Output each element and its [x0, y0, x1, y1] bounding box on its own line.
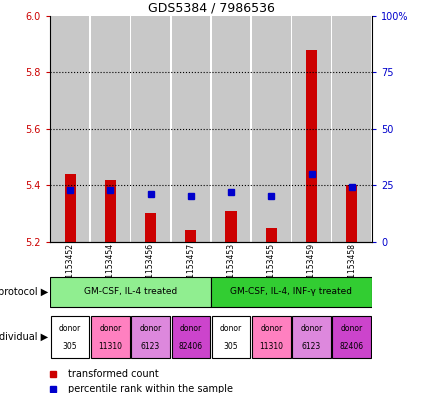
- Text: GM-CSF, IL-4, INF-γ treated: GM-CSF, IL-4, INF-γ treated: [230, 287, 352, 296]
- Text: 11310: 11310: [259, 342, 283, 351]
- Bar: [211, 16, 250, 242]
- Bar: [64, 174, 76, 242]
- Text: GM-CSF, IL-4 treated: GM-CSF, IL-4 treated: [84, 287, 177, 296]
- Bar: [50, 277, 210, 307]
- Text: donor: donor: [260, 324, 282, 333]
- Text: donor: donor: [340, 324, 362, 333]
- Bar: [251, 16, 290, 242]
- Bar: [105, 180, 116, 242]
- Title: GDS5384 / 7986536: GDS5384 / 7986536: [147, 2, 274, 15]
- Text: individual ▶: individual ▶: [0, 332, 48, 342]
- Text: transformed count: transformed count: [68, 369, 158, 379]
- Text: 82406: 82406: [339, 342, 363, 351]
- Bar: [210, 277, 371, 307]
- Text: donor: donor: [220, 324, 242, 333]
- Text: donor: donor: [59, 324, 81, 333]
- Bar: [51, 16, 89, 242]
- Bar: [171, 16, 210, 242]
- Text: 11310: 11310: [98, 342, 122, 351]
- Bar: [171, 316, 210, 358]
- Text: 6123: 6123: [301, 342, 320, 351]
- Bar: [292, 16, 330, 242]
- Bar: [131, 16, 170, 242]
- Bar: [51, 316, 89, 358]
- Bar: [251, 316, 290, 358]
- Text: donor: donor: [179, 324, 201, 333]
- Text: 305: 305: [223, 342, 238, 351]
- Bar: [345, 185, 357, 242]
- Text: 6123: 6123: [141, 342, 160, 351]
- Bar: [145, 213, 156, 242]
- Bar: [91, 316, 129, 358]
- Text: 305: 305: [62, 342, 77, 351]
- Bar: [91, 16, 129, 242]
- Bar: [265, 228, 276, 242]
- Bar: [305, 50, 316, 242]
- Bar: [332, 16, 370, 242]
- Text: protocol ▶: protocol ▶: [0, 287, 48, 297]
- Text: percentile rank within the sample: percentile rank within the sample: [68, 384, 232, 393]
- Bar: [292, 316, 330, 358]
- Text: 82406: 82406: [178, 342, 202, 351]
- Bar: [211, 316, 250, 358]
- Text: donor: donor: [300, 324, 322, 333]
- Text: donor: donor: [139, 324, 161, 333]
- Bar: [131, 316, 170, 358]
- Bar: [185, 230, 196, 242]
- Bar: [332, 316, 370, 358]
- Text: donor: donor: [99, 324, 121, 333]
- Bar: [225, 211, 236, 242]
